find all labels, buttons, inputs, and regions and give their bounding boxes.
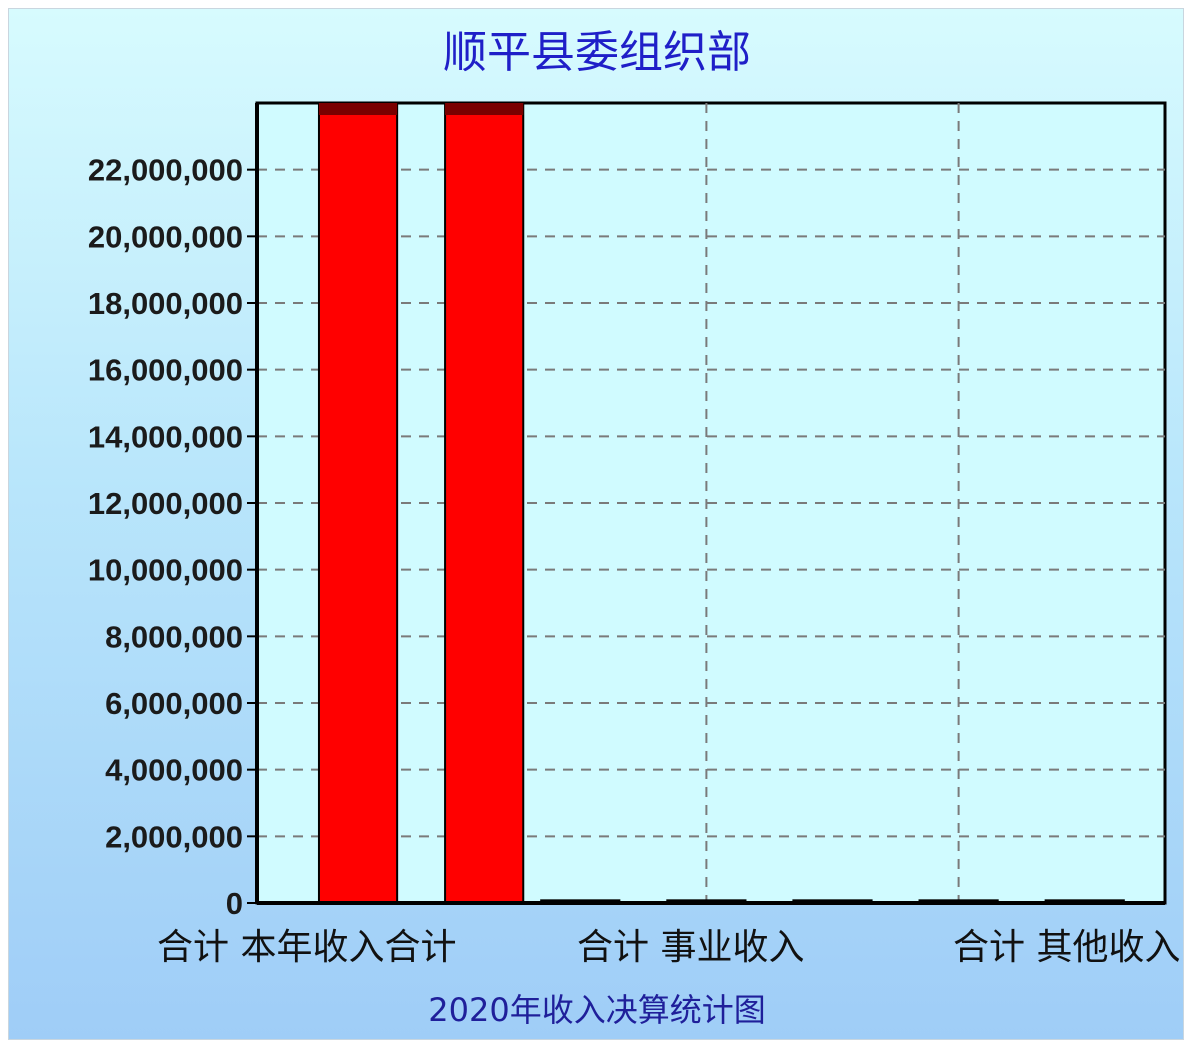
bar	[444, 102, 525, 904]
y-tick-label: 2,000,000	[105, 819, 243, 854]
x-category-label: 合计 其他收入	[953, 927, 1180, 968]
y-tick-label: 8,000,000	[105, 619, 243, 654]
y-tick-label: 4,000,000	[105, 753, 243, 788]
y-tick-label: 6,000,000	[105, 686, 243, 721]
bar	[317, 102, 399, 904]
x-axis-labels: 合计 本年收入合计 合计 事业收入 合计 其他收入	[157, 927, 1180, 968]
grid-lines	[257, 103, 1165, 903]
x-axis-label: 2020年收入决算统计图	[428, 991, 765, 1029]
x-category-label: 合计 本年收入合计	[157, 927, 456, 968]
chart-title: 顺平县委组织部	[443, 27, 751, 78]
y-tick-label: 16,000,000	[88, 353, 243, 388]
y-tick-label: 14,000,000	[88, 419, 243, 454]
chart-frame: 0 2,000,000 4,000,000 6,000,000 8,000,000 10,…	[8, 8, 1184, 1040]
y-tick-label: 20,000,000	[88, 219, 243, 254]
y-tick-label: 22,000,000	[88, 153, 243, 188]
y-axis-ticks: 0 2,000,000 4,000,000 6,000,000 8,000,000 10,…	[88, 153, 257, 921]
y-tick-label: 12,000,000	[88, 486, 243, 521]
x-category-label: 合计 事业收入	[577, 927, 804, 968]
y-tick-label: 18,000,000	[88, 286, 243, 321]
y-tick-label: 0	[226, 886, 243, 921]
bar-top-band	[318, 103, 398, 115]
y-tick-label: 10,000,000	[88, 553, 243, 588]
bar-chart: 0 2,000,000 4,000,000 6,000,000 8,000,000 10,…	[88, 27, 1181, 1029]
bar-top-band	[445, 103, 524, 115]
bars	[317, 102, 1125, 905]
